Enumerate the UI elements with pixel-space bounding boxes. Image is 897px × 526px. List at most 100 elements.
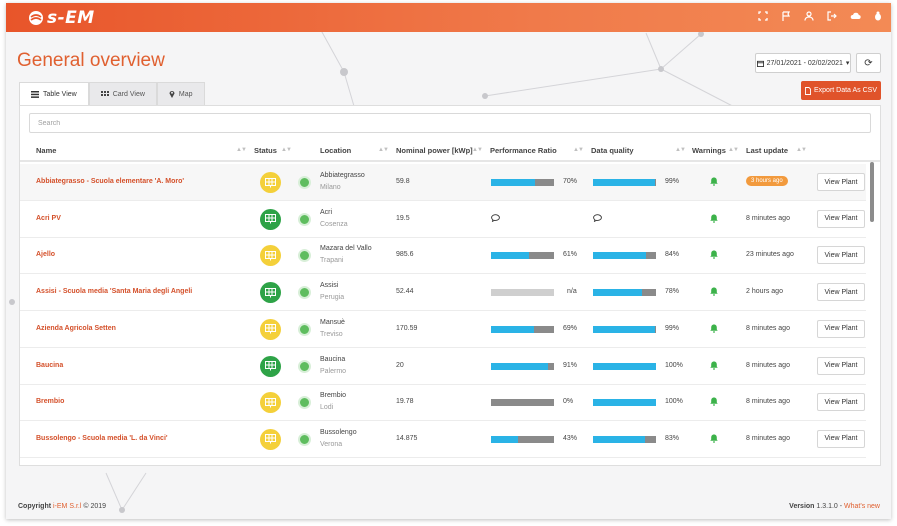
tab-table-view[interactable]: Table View [19, 82, 89, 105]
data-quality-value: 100% [665, 398, 683, 406]
flag-icon[interactable] [781, 11, 791, 22]
plant-name-link[interactable]: Abbiategrasso - Scuola elementare 'A. Mo… [36, 178, 185, 185]
header-actions [758, 11, 883, 22]
plant-name-link[interactable]: Bussolengo - Scuola media 'L. da Vinci' [36, 434, 168, 442]
performance-ratio-value: n/a [567, 288, 577, 296]
table-row: Baucina Baucina Palermo 20 91% 100% 8 minutes … [20, 348, 866, 385]
last-update-value: 8 minutes ago [746, 361, 790, 369]
data-quality-bar [593, 362, 656, 370]
table-row: Bussolengo - Scuola media 'L. da Vinci' B… [20, 421, 866, 458]
data-quality-bar [593, 289, 656, 297]
view-plant-button[interactable]: View Plant [817, 356, 865, 375]
plant-name-link[interactable]: Azienda Agricola Setten [36, 324, 116, 332]
footer-version: Version 1.3.1.0 - What's new [789, 503, 880, 510]
view-plant-button[interactable]: View Plant [817, 283, 865, 302]
expand-icon[interactable] [758, 11, 768, 22]
data-quality-fill [593, 435, 646, 443]
data-quality-bar [593, 435, 656, 443]
sort-icon[interactable]: ▲▼ [378, 147, 389, 153]
view-plant-button[interactable]: View Plant [817, 393, 865, 412]
column-header-location[interactable]: Location [320, 146, 352, 155]
column-header-nominal-power[interactable]: Nominal power [kWp] [396, 146, 473, 155]
data-quality-value: 78% [665, 288, 680, 296]
warning-bell-icon[interactable] [710, 324, 718, 333]
view-plant-button[interactable]: View Plant [817, 209, 865, 228]
tab-label: Table View [43, 90, 77, 98]
sort-icon[interactable]: ▲▼ [472, 147, 483, 153]
refresh-button[interactable]: ⟳ [856, 53, 881, 73]
online-indicator-icon [298, 322, 311, 336]
sort-icon[interactable]: ▲▼ [675, 147, 686, 153]
nominal-power-value: 19.78 [396, 398, 414, 406]
data-quality-fill [593, 252, 646, 260]
cloud-icon[interactable] [850, 11, 861, 22]
view-plant-button[interactable]: View Plant [817, 319, 865, 338]
table-scrollbar[interactable] [870, 162, 874, 222]
column-header-performance-ratio[interactable]: Performance Ratio [490, 146, 557, 155]
column-header-data-quality[interactable]: Data quality [591, 146, 634, 155]
online-indicator-icon [298, 176, 311, 189]
column-header-name[interactable]: Name [36, 146, 57, 155]
comment-icon[interactable] [491, 213, 500, 224]
warning-bell-icon[interactable] [710, 250, 718, 260]
sort-icon[interactable]: ▲▼ [281, 147, 292, 153]
view-plant-button[interactable]: View Plant [817, 246, 865, 265]
data-quality-fill [593, 362, 656, 370]
column-header-warnings[interactable]: Warnings [692, 146, 726, 155]
date-range-label: 27/01/2021 - 02/02/2021 [766, 59, 843, 67]
location-city: Abbiategrasso [320, 172, 365, 179]
warning-bell-icon[interactable] [710, 177, 718, 186]
user-icon[interactable] [804, 11, 814, 22]
table-row: Abbiategrasso - Scuola elementare 'A. Mo… [20, 164, 866, 201]
location-province: Milano [320, 184, 341, 191]
sort-icon[interactable]: ▲▼ [796, 147, 807, 153]
performance-ratio-value: 61% [563, 251, 578, 259]
performance-ratio-value: 91% [563, 361, 578, 369]
view-plant-button[interactable]: View Plant [817, 173, 865, 191]
column-header-status[interactable]: Status [254, 146, 277, 155]
data-quality-bar [593, 252, 656, 260]
column-header-last-update[interactable]: Last update [746, 146, 789, 155]
location-province: Palermo [320, 367, 347, 375]
comment-icon[interactable] [593, 213, 602, 224]
sort-icon[interactable]: ▲▼ [236, 147, 247, 153]
company-link[interactable]: i-EM S.r.l [53, 503, 82, 510]
export-csv-button[interactable]: Export Data As CSV [801, 81, 881, 100]
location-city: Acri [320, 208, 333, 216]
tab-map[interactable]: Map [156, 82, 205, 105]
bug-icon[interactable] [873, 11, 883, 22]
warning-bell-icon[interactable] [710, 214, 718, 223]
whats-new-link[interactable]: What's new [844, 503, 880, 510]
logout-icon[interactable] [827, 11, 837, 22]
performance-ratio-fill [491, 362, 549, 370]
warning-bell-icon[interactable] [710, 361, 718, 370]
refresh-icon: ⟳ [864, 57, 873, 69]
plant-name-link[interactable]: Acri PV [36, 214, 61, 222]
plant-status-icon [260, 318, 281, 340]
online-indicator-icon [298, 359, 311, 373]
performance-ratio-bar [491, 289, 554, 297]
app-logo[interactable]: s-EM [28, 8, 95, 28]
caret-down-icon: ▾ [845, 60, 850, 67]
plant-name-link[interactable]: Assisi - Scuola media 'Santa Maria degli… [36, 288, 193, 296]
table-row: Brembio Brembio Lodi 19.78 0% 100% 8 minutes a… [20, 384, 866, 422]
location-province: Lodi [320, 404, 334, 412]
app-window: s-EM General overview 27/01/ [6, 3, 891, 519]
warning-bell-icon[interactable] [710, 287, 718, 296]
plant-name-link[interactable]: Ajello [36, 251, 56, 259]
sort-icon[interactable]: ▲▼ [728, 147, 739, 153]
view-plant-button[interactable]: View Plant [817, 429, 865, 448]
online-indicator-icon [298, 212, 311, 226]
sort-icon[interactable]: ▲▼ [573, 147, 584, 153]
warning-bell-icon[interactable] [710, 397, 718, 407]
plant-name-link[interactable]: Baucina [36, 361, 64, 369]
data-quality-fill [593, 399, 656, 407]
plant-name-link[interactable]: Brembio [36, 398, 65, 406]
tab-card-view[interactable]: Card View [88, 82, 157, 105]
date-range-picker[interactable]: 27/01/2021 - 02/02/2021 ▾ [755, 53, 851, 73]
search-input[interactable] [29, 113, 871, 133]
location-province: Treviso [320, 330, 343, 338]
warning-bell-icon[interactable] [710, 434, 718, 443]
last-update-value: 2 hours ago [746, 288, 783, 296]
performance-ratio-bar [491, 325, 554, 333]
